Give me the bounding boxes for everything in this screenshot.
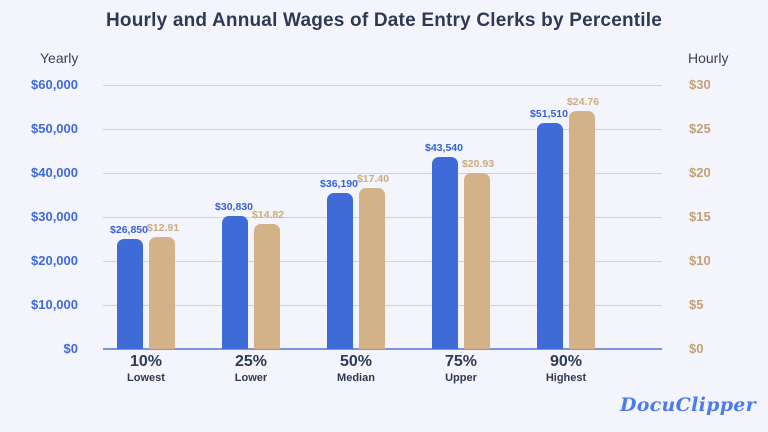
- yearly-wage-bar: [537, 123, 563, 349]
- category-label: 50%Median: [337, 353, 375, 384]
- yearly-wage-bar: [117, 239, 143, 349]
- hourly-value-label: $24.76: [567, 96, 599, 108]
- wage-percentile-infographic: Hourly and Annual Wages of Date Entry Cl…: [0, 0, 768, 432]
- category-percentile: 50%: [337, 353, 375, 371]
- category-percentile: 25%: [235, 353, 267, 371]
- category-label: 90%Highest: [546, 353, 586, 384]
- left-axis-tick: $0: [64, 341, 78, 357]
- category-sublabel: Median: [337, 372, 375, 384]
- left-axis-tick: $20,000: [31, 253, 78, 269]
- category-label: 75%Upper: [445, 353, 477, 384]
- chart-title: Hourly and Annual Wages of Date Entry Cl…: [0, 10, 768, 32]
- category-sublabel: Highest: [546, 372, 586, 384]
- hourly-wage-bar: [149, 237, 175, 349]
- right-axis-tick: $30: [689, 77, 711, 93]
- category-percentile: 90%: [546, 353, 586, 371]
- right-axis-tick: $25: [689, 121, 711, 137]
- right-axis-title: Hourly: [688, 50, 728, 66]
- yearly-value-label: $43,540: [425, 142, 463, 154]
- left-axis-tick: $40,000: [31, 165, 78, 181]
- right-axis-tick: $5: [689, 297, 703, 313]
- left-axis-tick: $30,000: [31, 209, 78, 225]
- hourly-wage-bar: [254, 224, 280, 349]
- category-label: 10%Lowest: [127, 353, 165, 384]
- docuclipper-logo: DocuClipper: [620, 394, 756, 416]
- category-label: 25%Lower: [235, 353, 267, 384]
- hourly-value-label: $20.93: [462, 158, 494, 170]
- right-axis-ticks: $30$25$20$15$10$5$0: [689, 85, 768, 349]
- hourly-wage-bar: [569, 111, 595, 349]
- right-axis-tick: $0: [689, 341, 703, 357]
- right-axis-tick: $20: [689, 165, 711, 181]
- hourly-value-label: $12.91: [147, 222, 179, 234]
- yearly-wage-bar: [432, 157, 458, 349]
- yearly-value-label: $30,830: [215, 201, 253, 213]
- hourly-wage-bar: [464, 173, 490, 349]
- left-axis-tick: $50,000: [31, 121, 78, 137]
- category-percentile: 10%: [127, 353, 165, 371]
- hourly-value-label: $17.40: [357, 173, 389, 185]
- gridline: [103, 85, 662, 86]
- yearly-value-label: $51,510: [530, 108, 568, 120]
- left-axis-ticks: $60,000$50,000$40,000$30,000$20,000$10,0…: [0, 85, 78, 349]
- yearly-wage-bar: [327, 193, 353, 349]
- category-sublabel: Upper: [445, 372, 477, 384]
- yearly-value-label: $26,850: [110, 224, 148, 236]
- left-axis-title: Yearly: [40, 50, 78, 66]
- category-sublabel: Lower: [235, 372, 267, 384]
- left-axis-tick: $10,000: [31, 297, 78, 313]
- category-percentile: 75%: [445, 353, 477, 371]
- right-axis-tick: $15: [689, 209, 711, 225]
- yearly-value-label: $36,190: [320, 178, 358, 190]
- category-sublabel: Lowest: [127, 372, 165, 384]
- plot-area: $26,850$12.91 $30,830$14.82 $36,190$17.40 $…: [103, 85, 662, 349]
- yearly-wage-bar: [222, 216, 248, 349]
- right-axis-tick: $10: [689, 253, 711, 269]
- hourly-wage-bar: [359, 188, 385, 349]
- left-axis-tick: $60,000: [31, 77, 78, 93]
- hourly-value-label: $14.82: [252, 209, 284, 221]
